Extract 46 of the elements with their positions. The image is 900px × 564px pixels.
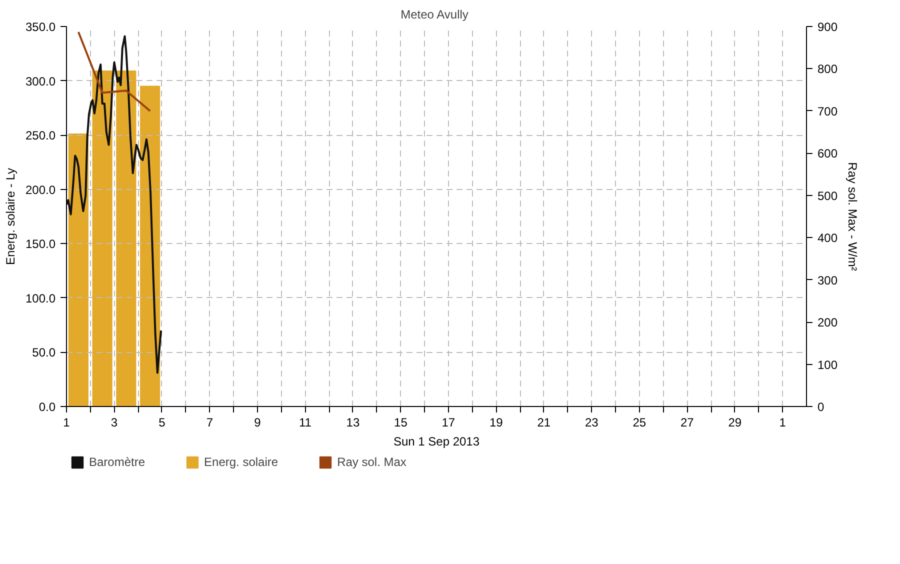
- y2-tick-label: 900: [818, 20, 838, 34]
- y-tick-label: 200.0: [25, 182, 56, 197]
- bar: [92, 70, 112, 406]
- chart-title: Meteo Avully: [400, 8, 468, 22]
- y2-tick-label: 400: [818, 231, 838, 246]
- x-tick-label: 17: [442, 416, 456, 430]
- x-axis-title: Sun 1 Sep 2013: [393, 434, 480, 448]
- y-tick-label: 150.0: [25, 237, 56, 252]
- x-tick-label: 1: [779, 416, 786, 430]
- x-tick-label: 5: [158, 416, 166, 430]
- y2-tick-label: 300: [818, 273, 838, 288]
- bar: [68, 133, 88, 406]
- x-tick-label: 21: [537, 416, 551, 430]
- y-tick-label: 100.0: [25, 291, 56, 306]
- y2-tick-label: 0: [818, 400, 824, 414]
- x-tick-label: 13: [346, 416, 360, 430]
- x-tick-label: 23: [584, 416, 599, 430]
- y-tick-label: 300.0: [25, 74, 56, 88]
- legend-label: Ray sol. Max: [337, 455, 406, 469]
- y2-tick-label: 500: [818, 188, 838, 203]
- y-tick-label: 250.0: [25, 128, 56, 143]
- legend-label: Energ. solaire: [204, 455, 278, 469]
- y2-tick-label: 200: [818, 316, 838, 330]
- y2-tick-label: 700: [818, 104, 838, 118]
- y2-tick-label: 800: [818, 62, 838, 76]
- y-tick-label: 350.0: [25, 20, 56, 34]
- x-tick-label: 7: [206, 416, 214, 430]
- x-tick-label: 11: [298, 416, 312, 430]
- y2-tick-label: 600: [818, 146, 838, 161]
- x-tick-label: 25: [632, 416, 646, 430]
- x-tick-label: 3: [110, 416, 118, 430]
- x-tick-label: 1: [63, 416, 70, 430]
- x-tick-label: 15: [394, 416, 408, 430]
- y-tick-label: 0.0: [38, 400, 56, 414]
- x-tick-label: 9: [254, 416, 262, 430]
- x-tick-label: 19: [490, 416, 504, 430]
- y2-axis-title: Ray sol. Max - W/m²: [846, 162, 860, 271]
- y-axis-title: Energ. solaire - Ly: [3, 168, 18, 265]
- legend-label: Baromètre: [89, 455, 146, 469]
- x-tick-label: 29: [728, 416, 742, 430]
- line-series: [77, 30, 152, 112]
- y-tick-label: 50.0: [32, 346, 56, 360]
- line-series: [66, 35, 162, 374]
- x-tick-label: 27: [680, 416, 694, 430]
- y2-tick-label: 100: [818, 358, 838, 372]
- bar: [116, 70, 136, 406]
